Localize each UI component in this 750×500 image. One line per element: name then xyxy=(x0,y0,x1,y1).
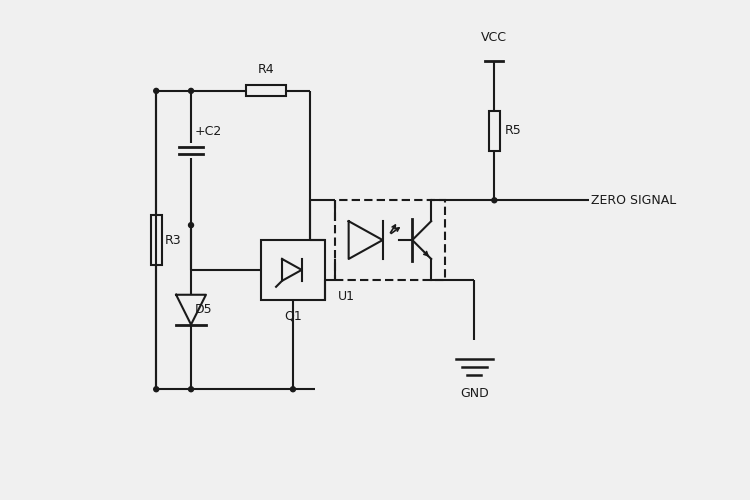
Bar xyxy=(151,215,162,265)
Text: GND: GND xyxy=(460,386,489,400)
Circle shape xyxy=(290,386,296,392)
Text: VCC: VCC xyxy=(482,30,507,44)
Bar xyxy=(335,200,445,280)
Text: U1: U1 xyxy=(338,290,355,303)
Circle shape xyxy=(188,386,194,392)
Bar xyxy=(261,240,326,300)
Circle shape xyxy=(154,386,159,392)
Bar xyxy=(246,86,286,96)
Text: R5: R5 xyxy=(504,124,521,137)
Text: +C2: +C2 xyxy=(195,125,222,138)
Circle shape xyxy=(188,222,194,228)
Text: ZERO SIGNAL: ZERO SIGNAL xyxy=(591,194,676,207)
Circle shape xyxy=(154,88,159,94)
Circle shape xyxy=(188,88,194,94)
Text: R3: R3 xyxy=(165,234,182,246)
Text: Q1: Q1 xyxy=(284,310,302,322)
Text: D5: D5 xyxy=(195,303,213,316)
Bar xyxy=(489,111,500,150)
Text: R4: R4 xyxy=(257,63,274,76)
Circle shape xyxy=(492,198,496,203)
